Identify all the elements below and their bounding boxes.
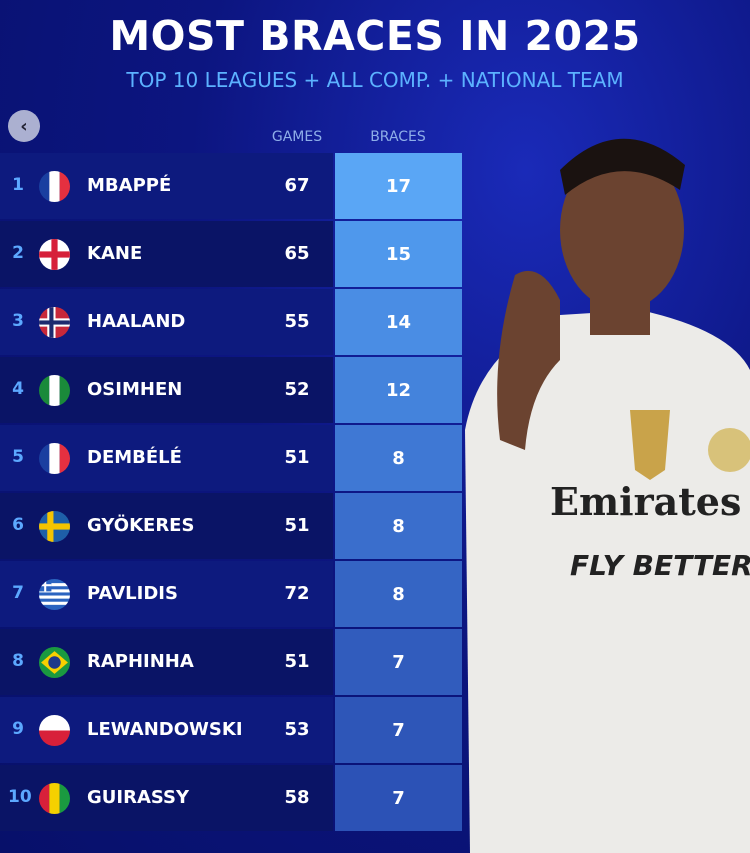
player-cell: 1 MBAPPÉ 67: [0, 153, 333, 219]
games-value: 53: [284, 719, 310, 740]
player-name: HAALAND: [87, 311, 186, 332]
braces-value: 15: [335, 221, 462, 287]
player-name: DEMBÉLÉ: [87, 447, 182, 468]
page-title: MOST BRACES IN 2025: [109, 12, 641, 60]
braces-value: 7: [335, 697, 462, 763]
games-value: 65: [284, 243, 310, 264]
france-flag-icon: [39, 443, 70, 474]
table-row: 9 LEWANDOWSKI 53 7: [0, 697, 462, 763]
back-button[interactable]: ‹: [8, 110, 40, 142]
games-value: 51: [284, 651, 310, 672]
brazil-flag-icon: [39, 647, 70, 678]
player-cell: 7 PAVLIDIS 72: [0, 561, 333, 627]
games-value: 52: [284, 379, 310, 400]
table-row: 10 GUIRASSY 58 7: [0, 765, 462, 831]
rank: 6: [12, 515, 24, 535]
table-row: 2 KANE 65 15: [0, 221, 462, 287]
player-name: OSIMHEN: [87, 379, 183, 400]
table-row: 4 OSIMHEN 52 12: [0, 357, 462, 423]
table-row: 8 RAPHINHA 51 7: [0, 629, 462, 695]
player-cell: 8 RAPHINHA 51: [0, 629, 333, 695]
player-name: RAPHINHA: [87, 651, 194, 672]
braces-value: 7: [335, 765, 462, 831]
rank: 9: [12, 719, 24, 739]
player-cell: 9 LEWANDOWSKI 53: [0, 697, 333, 763]
tagline-text: FLY BETTER: [570, 549, 750, 582]
games-value: 58: [284, 787, 310, 808]
guinea-flag-icon: [39, 783, 70, 814]
player-name: KANE: [87, 243, 143, 264]
braces-value: 8: [335, 493, 462, 559]
games-value: 51: [284, 515, 310, 536]
rank: 8: [12, 651, 24, 671]
table-row: 6 GYÖKERES 51 8: [0, 493, 462, 559]
games-value: 55: [284, 311, 310, 332]
games-value: 51: [284, 447, 310, 468]
games-value: 72: [284, 583, 310, 604]
braces-value: 7: [335, 629, 462, 695]
player-cell: 2 KANE 65: [0, 221, 333, 287]
page-subtitle: TOP 10 LEAGUES + ALL COMP. + NATIONAL TE…: [126, 68, 624, 92]
player-cell: 6 GYÖKERES 51: [0, 493, 333, 559]
column-header-braces: BRACES: [370, 129, 426, 145]
rank: 3: [12, 311, 24, 331]
braces-value: 17: [335, 153, 462, 219]
england-flag-icon: [39, 239, 70, 270]
rank: 2: [12, 243, 24, 263]
player-name: PAVLIDIS: [87, 583, 178, 604]
rank: 10: [8, 787, 32, 807]
greece-flag-icon: [39, 579, 70, 610]
france-flag-icon: [39, 171, 70, 202]
table-row: 3 HAALAND 55 14: [0, 289, 462, 355]
braces-value: 14: [335, 289, 462, 355]
sponsor-text: Emirates: [550, 479, 741, 524]
rank: 4: [12, 379, 24, 399]
player-name: GYÖKERES: [87, 515, 195, 536]
player-name: GUIRASSY: [87, 787, 190, 808]
braces-value: 8: [335, 561, 462, 627]
player-cell: 3 HAALAND 55: [0, 289, 333, 355]
nigeria-flag-icon: [39, 375, 70, 406]
rank: 5: [12, 447, 24, 467]
chevron-left-icon: ‹: [20, 115, 28, 137]
player-name: LEWANDOWSKI: [87, 719, 243, 740]
poland-flag-icon: [39, 715, 70, 746]
table-row: 1 MBAPPÉ 67 17: [0, 153, 462, 219]
table-row: 7 PAVLIDIS 72 8: [0, 561, 462, 627]
norway-flag-icon: [39, 307, 70, 338]
braces-value: 8: [335, 425, 462, 491]
player-photo: Emirates FLY BETTER: [465, 138, 750, 853]
player-name: MBAPPÉ: [87, 175, 172, 196]
player-cell: 4 OSIMHEN 52: [0, 357, 333, 423]
braces-value: 12: [335, 357, 462, 423]
rank: 1: [12, 175, 24, 195]
rank: 7: [12, 583, 24, 603]
table-row: 5 DEMBÉLÉ 51 8: [0, 425, 462, 491]
player-cell: 5 DEMBÉLÉ 51: [0, 425, 333, 491]
player-cell: 10 GUIRASSY 58: [0, 765, 333, 831]
column-header-games: GAMES: [271, 129, 323, 145]
sweden-flag-icon: [39, 511, 70, 542]
games-value: 67: [284, 175, 310, 196]
